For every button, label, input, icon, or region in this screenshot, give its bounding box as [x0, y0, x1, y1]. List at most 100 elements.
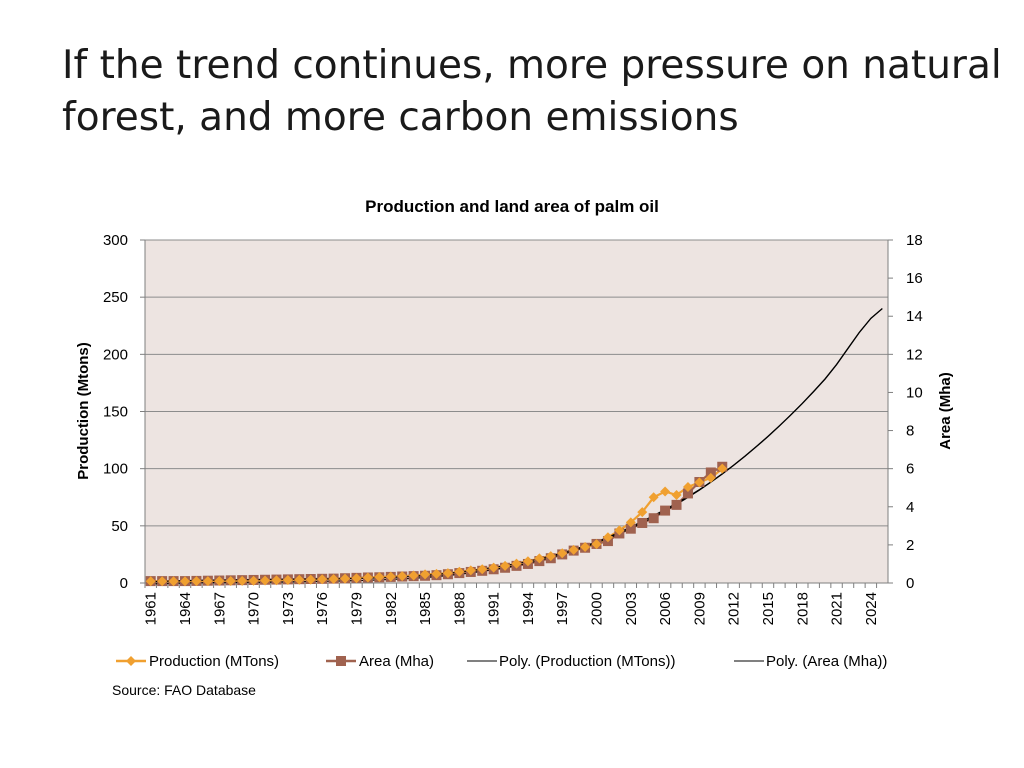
x-tick-label: 2024 — [863, 592, 880, 625]
y2-tick-label: 8 — [906, 423, 914, 440]
y2-tick-label: 2 — [906, 537, 914, 554]
legend-item-production: Production (MTons) — [116, 653, 279, 670]
chart-title: Production and land area of palm oil — [365, 197, 659, 216]
x-tick-label: 1970 — [246, 592, 263, 625]
production-point — [671, 489, 682, 500]
production-point — [648, 492, 659, 503]
x-tick-label: 2009 — [691, 592, 708, 625]
y2-axis-label: Area (Mha) — [937, 372, 954, 450]
y-tick-label: 150 — [103, 404, 128, 421]
production-point — [191, 576, 202, 587]
area-point — [648, 513, 659, 524]
legend-label-poly-area: Poly. (Area (Mha)) — [766, 653, 887, 670]
y2-tick-label: 12 — [906, 346, 923, 363]
axes: 0 50 100 150 200 250 300 0 2 4 6 8 10 12 14 16 18 1961 196… — [103, 232, 923, 625]
y-tick-label: 300 — [103, 232, 128, 249]
area-point — [637, 517, 648, 528]
legend-label-area: Area (Mha) — [359, 653, 434, 670]
x-tick-label: 1967 — [211, 592, 228, 625]
x-tick-label: 2015 — [760, 592, 777, 625]
production-point — [602, 532, 613, 543]
production-point — [145, 576, 156, 587]
production-point — [248, 575, 259, 586]
x-tick-label: 1994 — [520, 592, 537, 625]
area-point — [625, 523, 636, 534]
x-tick-label: 2006 — [657, 592, 674, 625]
production-point — [202, 576, 213, 587]
x-tick-label: 2012 — [726, 592, 743, 625]
y-tick-label: 0 — [120, 575, 128, 592]
area-point — [660, 505, 671, 516]
x-tick-label: 1964 — [177, 592, 194, 625]
production-point — [282, 575, 293, 586]
production-point — [385, 571, 396, 582]
production-point — [420, 569, 431, 580]
production-point — [477, 564, 488, 575]
y2-tick-label: 4 — [906, 499, 914, 516]
x-tick-label: 1979 — [348, 592, 365, 625]
x-tick-label: 1997 — [554, 592, 571, 625]
legend-marker-area — [336, 656, 346, 666]
y2-tick-label: 0 — [906, 575, 914, 592]
legend-label-poly-production: Poly. (Production (MTons)) — [499, 653, 675, 670]
x-tick-label: 1961 — [143, 592, 160, 625]
y-axis-label: Production (Mtons) — [75, 342, 92, 479]
production-point — [397, 571, 408, 582]
y2-tick-label: 10 — [906, 384, 923, 401]
production-point — [660, 486, 671, 497]
y2-tick-label: 14 — [906, 308, 923, 325]
series-marks — [145, 308, 883, 587]
y-tick-label: 200 — [103, 346, 128, 363]
production-point — [522, 556, 533, 567]
legend-label-production: Production (MTons) — [149, 653, 279, 670]
y2-tick-label: 6 — [906, 461, 914, 478]
production-point — [180, 576, 191, 587]
legend-marker-production — [126, 656, 136, 666]
production-point — [511, 558, 522, 569]
legend-item-poly-area: Poly. (Area (Mha)) — [734, 653, 887, 670]
legend: Production (MTons) Area (Mha) Poly. (Produ… — [116, 653, 887, 670]
production-point — [225, 575, 236, 586]
slide-title: If the trend continues, more pressure on… — [62, 43, 1002, 140]
x-tick-label: 2018 — [794, 592, 811, 625]
legend-item-area: Area (Mha) — [326, 653, 434, 670]
x-tick-label: 1988 — [451, 592, 468, 625]
production-point — [351, 573, 362, 584]
x-tick-label: 1982 — [383, 592, 400, 625]
production-point — [614, 525, 625, 536]
x-tick-label: 2000 — [589, 592, 606, 625]
production-point — [557, 548, 568, 559]
production-point — [534, 553, 545, 564]
production-point — [260, 575, 271, 586]
x-tick-label: 1991 — [486, 592, 503, 625]
production-point — [237, 575, 248, 586]
production-point — [294, 574, 305, 585]
production-point — [568, 544, 579, 555]
y-tick-label: 250 — [103, 289, 128, 306]
legend-item-poly-production: Poly. (Production (MTons)) — [467, 653, 675, 670]
production-point — [625, 517, 636, 528]
x-tick-label: 2003 — [623, 592, 640, 625]
production-point — [214, 576, 225, 587]
source-note: Source: FAO Database — [112, 682, 256, 698]
production-point — [694, 477, 705, 488]
production-point — [168, 576, 179, 587]
gridlines — [145, 239, 888, 527]
production-point — [454, 566, 465, 577]
production-point — [488, 562, 499, 573]
production-point — [682, 481, 693, 492]
production-point — [408, 570, 419, 581]
production-point — [580, 541, 591, 552]
production-point — [545, 551, 556, 562]
production-point — [431, 568, 442, 579]
y-tick-label: 50 — [111, 518, 128, 535]
production-point — [637, 507, 648, 518]
production-point — [465, 565, 476, 576]
production-point — [340, 573, 351, 584]
production-point — [705, 472, 716, 483]
production-point — [717, 463, 728, 474]
production-point — [500, 560, 511, 571]
x-tick-label: 2021 — [829, 592, 846, 625]
y2-tick-label: 16 — [906, 270, 923, 287]
